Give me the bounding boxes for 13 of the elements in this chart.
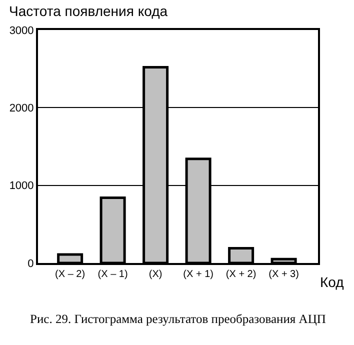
x-tick-label: (X + 2) — [226, 269, 256, 280]
y-tick-label: 0 — [28, 258, 34, 270]
x-tick-label: (X + 1) — [183, 269, 214, 280]
text: Рис. 29. Гистограмма результатов преобразования АЦП — [30, 312, 326, 326]
x-axis-title: Код — [320, 274, 344, 290]
x-tick-label: (X + 3) — [268, 269, 299, 280]
x-tick-label: (X – 2) — [55, 269, 86, 280]
y-axis-title: Частота появления кода — [9, 3, 168, 19]
x-tick-label: (X – 1) — [98, 269, 128, 280]
y-tick-label: 1000 — [9, 180, 34, 192]
y-tick-label: 2000 — [9, 102, 34, 115]
x-tick-label: (X) — [148, 269, 162, 280]
y-tick-label: 3000 — [9, 24, 34, 37]
